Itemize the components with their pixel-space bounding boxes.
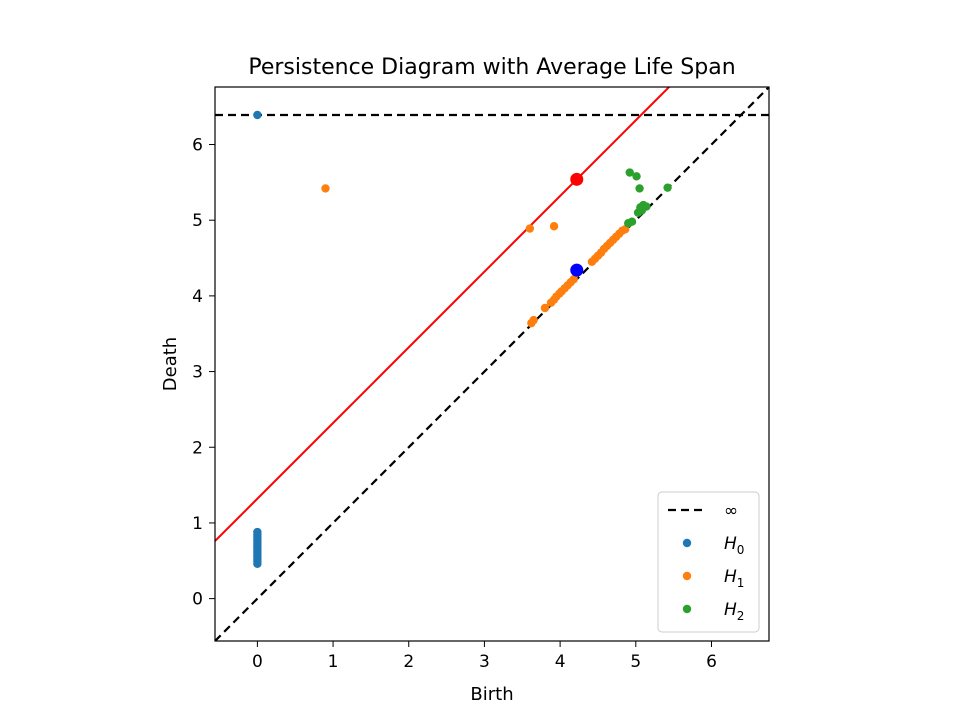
point-h2 <box>632 172 641 181</box>
x-tick-label: 1 <box>328 652 339 672</box>
legend-label-subscript: 2 <box>737 609 745 623</box>
x-axis-label: Birth <box>470 684 513 705</box>
diagonal-line <box>215 87 769 641</box>
legend-label: ∞ <box>724 501 738 521</box>
x-axis: 0 1 2 3 4 5 6 <box>252 641 717 672</box>
y-tick-label: 2 <box>192 438 203 458</box>
y-axis: 0 1 2 3 4 5 6 <box>192 136 215 610</box>
point-h0 <box>253 527 262 537</box>
point-h2 <box>635 184 644 193</box>
point-h0 <box>253 110 262 120</box>
y-tick-label: 5 <box>192 211 203 231</box>
point-h1 <box>529 315 538 325</box>
plot-area <box>215 87 769 641</box>
point-h2 <box>627 217 637 226</box>
plot-frame <box>214 86 770 642</box>
point-h1 <box>321 184 330 193</box>
y-axis-label: Death <box>160 337 181 391</box>
y-tick-label: 6 <box>192 136 203 156</box>
legend-label-subscript: 0 <box>737 543 745 557</box>
point-h1 <box>569 275 578 284</box>
x-tick-label: 5 <box>630 652 641 672</box>
x-tick-label: 4 <box>555 652 566 672</box>
point-h2 <box>625 168 634 177</box>
point-h1 <box>540 303 550 313</box>
highlight-point-2 <box>570 263 584 277</box>
x-tick-label: 3 <box>479 652 490 672</box>
point-h2 <box>637 206 647 215</box>
legend-marker <box>682 604 692 614</box>
point-h1 <box>549 222 559 231</box>
y-tick-label: 4 <box>192 287 203 307</box>
point-h2 <box>663 183 672 192</box>
x-tick-label: 2 <box>403 652 414 672</box>
average-life-span-line <box>215 87 671 542</box>
x-tick-label: 6 <box>706 652 717 672</box>
x-tick-label: 0 <box>252 652 263 672</box>
legend-marker <box>682 571 692 581</box>
legend-box <box>657 491 760 633</box>
y-tick-label: 1 <box>192 514 203 534</box>
legend-marker <box>682 538 692 548</box>
point-h1 <box>525 224 535 233</box>
chart-title: Persistence Diagram with Average Life Sp… <box>248 55 735 80</box>
y-tick-label: 3 <box>192 363 203 383</box>
highlight-point-1 <box>570 172 584 186</box>
y-tick-label: 0 <box>192 590 203 610</box>
legend-label-subscript: 1 <box>737 576 745 590</box>
